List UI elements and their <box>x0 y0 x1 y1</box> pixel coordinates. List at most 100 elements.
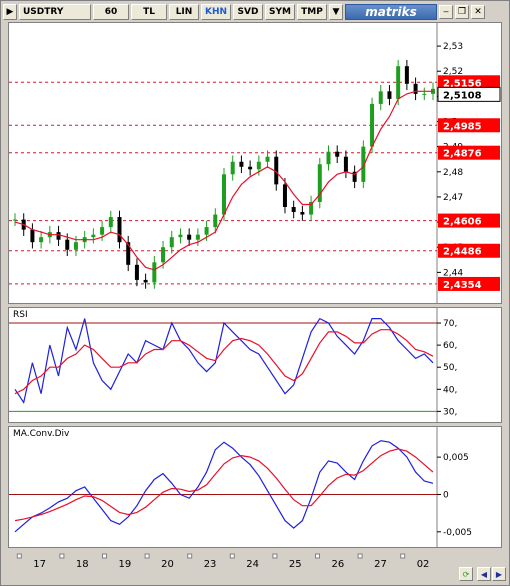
candle-body <box>73 242 78 250</box>
dropdown-arrow-button[interactable]: ▼ <box>329 4 343 20</box>
candle-body <box>422 93 427 95</box>
level-label: 2,4354 <box>443 280 482 291</box>
time-axis-labels: 17 18 19 20 23 24 25 26 27 02 <box>16 553 430 570</box>
candle-body <box>387 91 392 99</box>
candle-body <box>309 201 314 215</box>
candle-body <box>317 164 322 202</box>
matriks-logo: matriks <box>345 4 437 20</box>
level-label: 2,4606 <box>443 217 482 228</box>
x-tick-label: 24 <box>246 559 259 570</box>
candle-body <box>230 161 235 175</box>
series-line-rsi-signal <box>14 329 434 395</box>
chart-toolbar: ▶ USDTRY 60 TL LIN KHN SVD SYM TMP ▼ mat… <box>3 3 506 21</box>
x-tick-label: 19 <box>119 559 132 570</box>
candle-body <box>117 217 122 243</box>
candle-body <box>396 66 401 99</box>
x-tick-label: 27 <box>374 559 387 570</box>
level-label-bg <box>438 145 500 160</box>
candle-body <box>335 151 340 157</box>
x-tick-marker <box>187 553 193 559</box>
scroll-left-icon[interactable]: ◀ <box>477 567 491 581</box>
candle-body <box>256 161 261 170</box>
price-pane[interactable]: 2,532,522,512,52,492,482,472,462,452,442… <box>8 22 502 304</box>
macd-pane[interactable]: MA.Conv.Div 0,005 0 -0,005 <box>8 426 502 548</box>
lin-button[interactable]: LIN <box>169 4 199 20</box>
restore-icon[interactable]: ❐ <box>455 5 469 19</box>
candle-body <box>204 227 209 235</box>
y-tick-label: -0,005 <box>443 528 472 538</box>
candle-body <box>291 207 296 213</box>
x-tick-label: 02 <box>417 559 430 570</box>
x-tick-label: 17 <box>33 559 46 570</box>
series-line-close <box>15 66 433 282</box>
y-tick-label: 30, <box>443 407 457 417</box>
rsi-pane[interactable]: RSI 70, 60, 50, 40, 30, <box>8 307 502 423</box>
candle-body <box>378 91 383 104</box>
x-tick-marker <box>59 553 65 559</box>
candle-body <box>265 156 270 162</box>
candle-body <box>134 264 139 280</box>
candle-body <box>169 237 174 248</box>
y-tick-label: 70, <box>443 319 457 329</box>
current-price-label: 2,5108 <box>443 90 482 101</box>
macd-chart: 0,005 0 -0,005 <box>9 427 472 547</box>
candle-body <box>300 212 305 215</box>
x-tick-label: 26 <box>332 559 345 570</box>
y-tick-label: 2,52 <box>443 67 463 77</box>
level-label-bg <box>438 213 500 228</box>
series-line-macd-signal <box>14 448 434 522</box>
macd-title: MA.Conv.Div <box>13 429 70 439</box>
candle-body <box>195 234 200 240</box>
time-axis: 17 18 19 20 23 24 25 26 27 02 <box>8 553 502 571</box>
y-tick-label: 2,47 <box>443 193 463 203</box>
currency-field[interactable]: TL <box>131 4 167 20</box>
candle-body <box>91 234 96 238</box>
y-tick-label: 2,44 <box>443 268 463 278</box>
series-line-moving-average <box>14 90 433 271</box>
y-tick-label: 40, <box>443 385 457 395</box>
symbol-field[interactable]: USDTRY <box>19 4 91 20</box>
minimize-icon[interactable]: ‒ <box>439 5 453 19</box>
tmp-button[interactable]: TMP <box>297 4 327 20</box>
candle-body <box>30 229 35 243</box>
candle-body <box>248 166 253 170</box>
candle-body <box>352 171 357 182</box>
candle-body <box>326 151 331 165</box>
x-tick-marker <box>357 553 363 559</box>
period-field[interactable]: 60 <box>93 4 129 20</box>
level-label-bg <box>438 243 500 258</box>
candle-body <box>343 156 348 172</box>
candle-body <box>222 174 226 215</box>
y-tick-label: 2,53 <box>443 42 463 52</box>
candle-body <box>39 237 44 243</box>
rsi-chart: 70, 60, 50, 40, 30, <box>9 308 457 422</box>
close-icon[interactable]: ✕ <box>471 5 485 19</box>
candle-body <box>13 219 17 221</box>
candle-body <box>413 83 418 94</box>
candle-body <box>152 262 157 283</box>
khn-button[interactable]: KHN <box>201 4 231 20</box>
x-tick-marker <box>272 553 278 559</box>
y-tick-label: 2,48 <box>443 168 463 178</box>
candle-body <box>239 161 244 167</box>
candle-body <box>213 214 218 228</box>
candle-body <box>108 217 113 228</box>
candle-body <box>100 227 105 235</box>
candle-body <box>274 156 279 185</box>
candle-body <box>187 234 192 240</box>
y-tick-label: 0 <box>443 490 449 500</box>
candle-body <box>370 103 375 147</box>
current-price-bg <box>437 86 501 102</box>
menu-arrow-button[interactable]: ▶ <box>3 4 17 20</box>
refresh-icon[interactable]: ⟳ <box>459 567 473 581</box>
x-tick-marker <box>16 553 22 559</box>
candle-body <box>161 247 166 263</box>
sym-button[interactable]: SYM <box>265 4 295 20</box>
scroll-right-icon[interactable]: ▶ <box>492 567 506 581</box>
candle-body <box>178 234 183 238</box>
level-label-bg <box>438 276 500 291</box>
svd-button[interactable]: SVD <box>233 4 263 20</box>
level-label-bg <box>438 75 500 90</box>
x-tick-label: 25 <box>289 559 302 570</box>
